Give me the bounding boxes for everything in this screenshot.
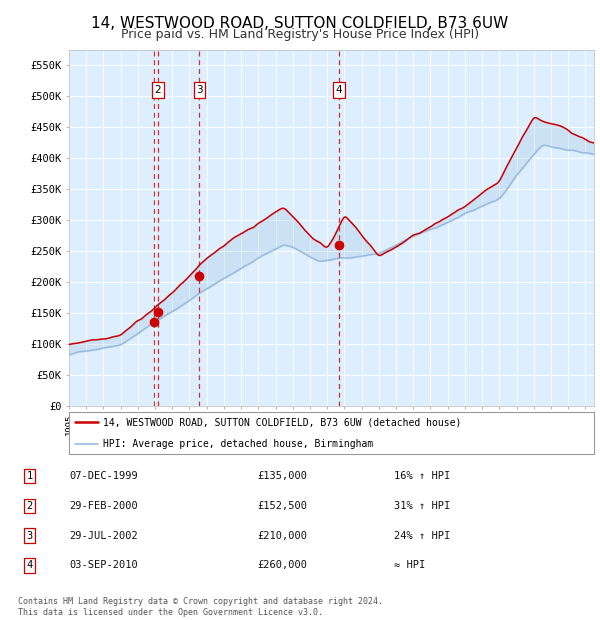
Text: 07-DEC-1999: 07-DEC-1999 — [70, 471, 138, 481]
Text: 31% ↑ HPI: 31% ↑ HPI — [394, 501, 451, 511]
Text: 03-SEP-2010: 03-SEP-2010 — [70, 560, 138, 570]
Text: Contains HM Land Registry data © Crown copyright and database right 2024.: Contains HM Land Registry data © Crown c… — [18, 597, 383, 606]
Text: £152,500: £152,500 — [257, 501, 307, 511]
Text: 14, WESTWOOD ROAD, SUTTON COLDFIELD, B73 6UW: 14, WESTWOOD ROAD, SUTTON COLDFIELD, B73… — [91, 16, 509, 30]
Text: 2: 2 — [26, 501, 32, 511]
Text: ≈ HPI: ≈ HPI — [394, 560, 425, 570]
Text: £210,000: £210,000 — [257, 531, 307, 541]
Text: 2: 2 — [155, 85, 161, 95]
Text: 4: 4 — [26, 560, 32, 570]
Text: £260,000: £260,000 — [257, 560, 307, 570]
Text: 14, WESTWOOD ROAD, SUTTON COLDFIELD, B73 6UW (detached house): 14, WESTWOOD ROAD, SUTTON COLDFIELD, B73… — [103, 417, 461, 427]
Text: 24% ↑ HPI: 24% ↑ HPI — [394, 531, 451, 541]
Text: 29-JUL-2002: 29-JUL-2002 — [70, 531, 138, 541]
Text: 3: 3 — [26, 531, 32, 541]
Text: 29-FEB-2000: 29-FEB-2000 — [70, 501, 138, 511]
Text: 1: 1 — [26, 471, 32, 481]
Text: 3: 3 — [196, 85, 203, 95]
Text: 4: 4 — [335, 85, 342, 95]
Text: Price paid vs. HM Land Registry's House Price Index (HPI): Price paid vs. HM Land Registry's House … — [121, 28, 479, 41]
Text: £135,000: £135,000 — [257, 471, 307, 481]
Text: This data is licensed under the Open Government Licence v3.0.: This data is licensed under the Open Gov… — [18, 608, 323, 617]
Text: 16% ↑ HPI: 16% ↑ HPI — [394, 471, 451, 481]
Text: HPI: Average price, detached house, Birmingham: HPI: Average price, detached house, Birm… — [103, 439, 373, 449]
